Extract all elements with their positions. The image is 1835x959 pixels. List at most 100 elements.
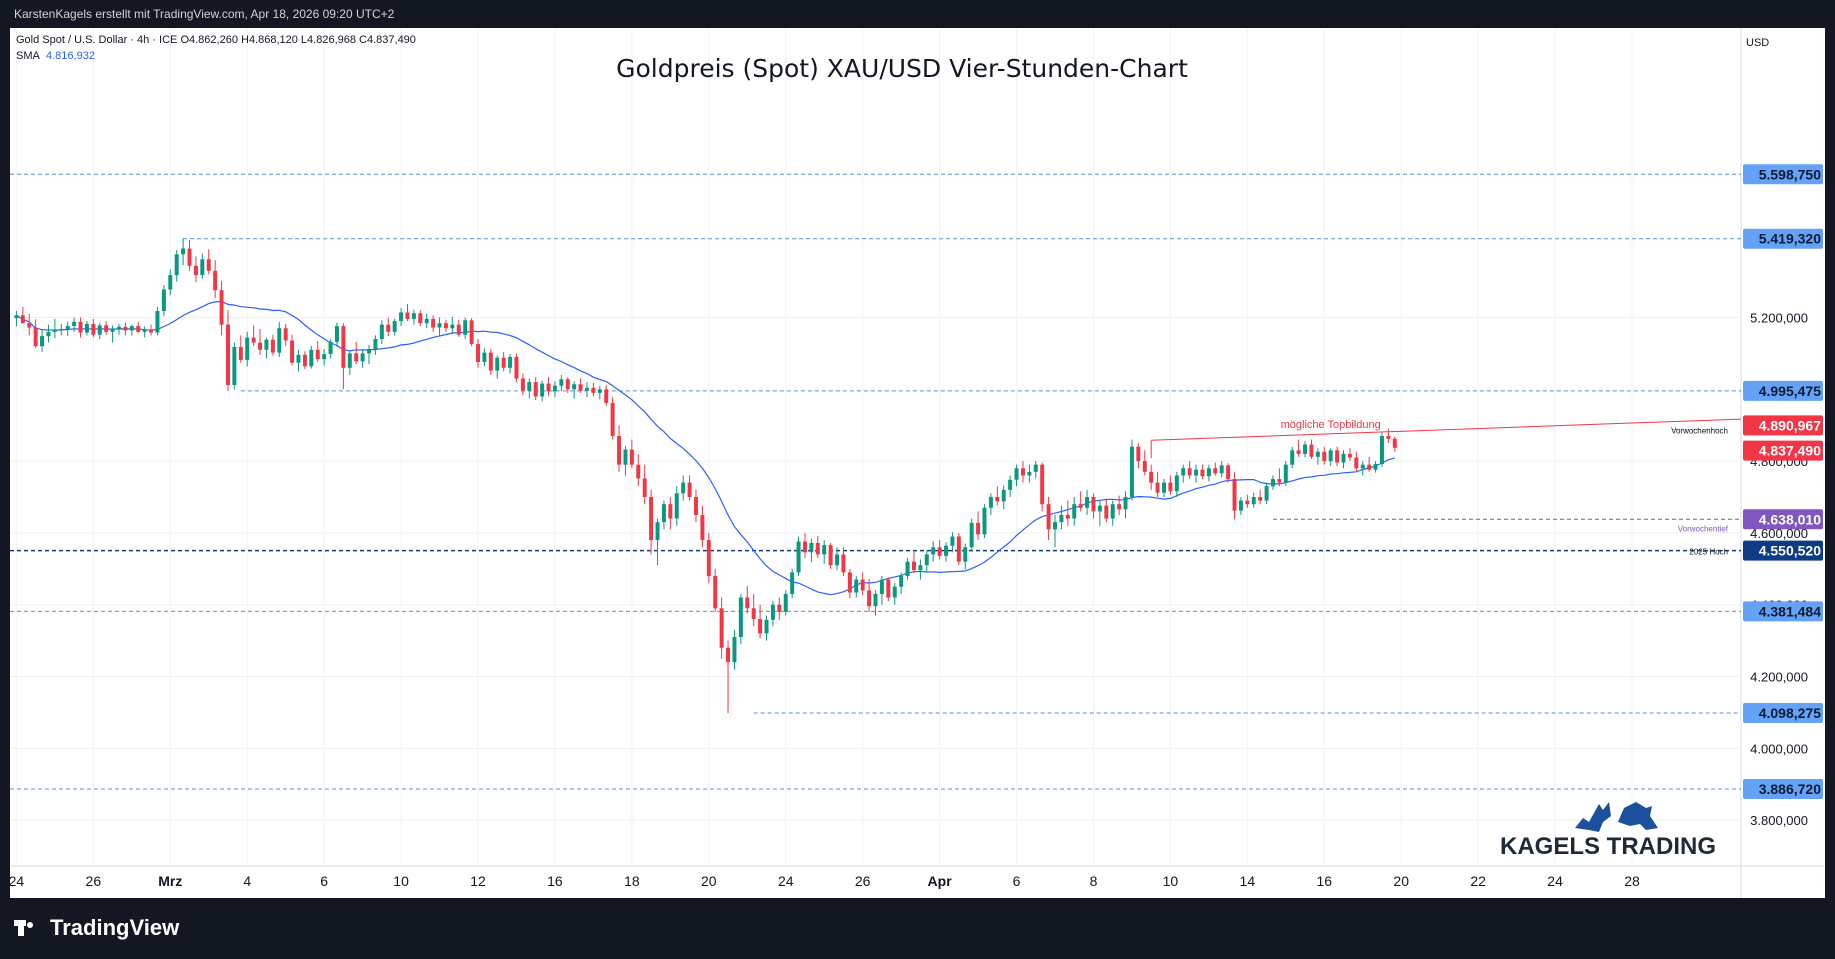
candle-body xyxy=(117,326,121,329)
candle-body xyxy=(1162,482,1166,493)
candle xyxy=(1360,461,1365,476)
candle xyxy=(1367,456,1372,472)
candle xyxy=(1033,461,1038,479)
x-tick-label: 6 xyxy=(1013,873,1021,889)
price-chart[interactable]: 5.200,0004.800,0004.600,0004.400,0004.20… xyxy=(10,28,1825,898)
y-grid: 5.200,0004.800,0004.600,0004.400,0004.20… xyxy=(10,28,1808,866)
candle xyxy=(59,323,64,336)
candle xyxy=(33,319,38,348)
candle-body xyxy=(719,608,724,648)
candle-body xyxy=(1097,505,1102,512)
candle xyxy=(302,351,307,370)
candle xyxy=(1213,462,1218,476)
candle-body xyxy=(373,339,378,350)
candle xyxy=(1187,461,1192,480)
candle-body xyxy=(591,387,596,393)
candle-body xyxy=(174,254,179,276)
candle xyxy=(520,373,525,396)
candle-body xyxy=(905,561,910,576)
tradingview-logo[interactable]: TradingView xyxy=(14,915,179,941)
candle-body xyxy=(520,378,525,391)
candle xyxy=(604,384,609,406)
candle xyxy=(610,397,615,440)
price-tag-label: 4.890,967 xyxy=(1759,417,1821,433)
candle-body xyxy=(123,326,128,331)
candle xyxy=(1123,491,1128,519)
candle xyxy=(732,629,737,670)
candle xyxy=(1097,500,1102,526)
candle xyxy=(1219,461,1224,478)
price-tag xyxy=(1743,415,1823,436)
candle-body xyxy=(72,321,77,327)
vorwochenhoch-label: Vorwochenhoch xyxy=(1671,426,1728,435)
candle-body xyxy=(642,478,647,497)
candle-body xyxy=(636,464,641,479)
candle xyxy=(982,504,987,538)
candle-body xyxy=(1354,457,1359,469)
candle-body xyxy=(950,536,955,546)
candle-body xyxy=(1200,469,1205,477)
tradingview-icon xyxy=(14,918,44,938)
candle-body xyxy=(1309,444,1314,457)
candle-body xyxy=(1213,468,1218,474)
candle xyxy=(360,349,365,368)
candle xyxy=(1155,471,1160,497)
candle-body xyxy=(225,324,230,385)
candle-body xyxy=(546,383,551,392)
candle xyxy=(1040,462,1045,512)
price-tag xyxy=(1743,228,1823,249)
candle xyxy=(713,568,718,612)
candle-body xyxy=(20,315,25,324)
candle xyxy=(1238,497,1243,515)
candle xyxy=(206,249,211,275)
candle xyxy=(437,317,442,336)
candle xyxy=(1354,451,1359,472)
candle xyxy=(1322,446,1327,465)
candle-body xyxy=(783,593,788,612)
candle-body xyxy=(129,326,134,331)
price-tag-label: 4.098,275 xyxy=(1759,705,1821,721)
candle-body xyxy=(918,565,923,571)
candle xyxy=(738,593,743,645)
candle xyxy=(27,313,32,336)
price-tag-label: 5.419,320 xyxy=(1759,231,1821,247)
candle-body xyxy=(1322,451,1327,462)
candle xyxy=(585,382,589,398)
candle xyxy=(117,323,121,335)
candle xyxy=(1014,464,1019,487)
candle xyxy=(328,339,333,359)
candle xyxy=(1110,500,1115,526)
candle-body xyxy=(1110,504,1115,519)
candle-body xyxy=(155,311,160,333)
candle-body xyxy=(104,325,109,332)
y-tick-label: 3.800,000 xyxy=(1750,813,1808,828)
candle xyxy=(572,381,577,399)
y-tick-label: 4.600,000 xyxy=(1750,526,1808,541)
candle xyxy=(886,577,891,602)
candle xyxy=(687,475,692,501)
candle-body xyxy=(1290,450,1295,465)
candle-body xyxy=(296,354,301,363)
candle xyxy=(642,464,647,505)
candle-body xyxy=(1014,468,1019,480)
candle-body xyxy=(392,321,397,332)
candle xyxy=(905,558,910,580)
candle xyxy=(681,475,686,501)
candle xyxy=(418,310,423,327)
candle xyxy=(700,505,705,548)
candle xyxy=(315,341,320,362)
candle-body xyxy=(879,579,884,594)
candle xyxy=(1194,464,1199,483)
candle-body xyxy=(1303,444,1308,454)
x-tick-label: 24 xyxy=(778,873,794,889)
y-tick-label: 5.200,000 xyxy=(1750,310,1808,325)
candle xyxy=(783,590,788,616)
candle xyxy=(213,260,218,299)
candle xyxy=(354,341,359,365)
bear-icon xyxy=(1618,802,1658,830)
candle xyxy=(136,321,141,334)
x-tick-label: 6 xyxy=(320,873,328,889)
candle-body xyxy=(431,318,436,328)
candle-body xyxy=(572,384,577,390)
candle-body xyxy=(1315,451,1320,457)
